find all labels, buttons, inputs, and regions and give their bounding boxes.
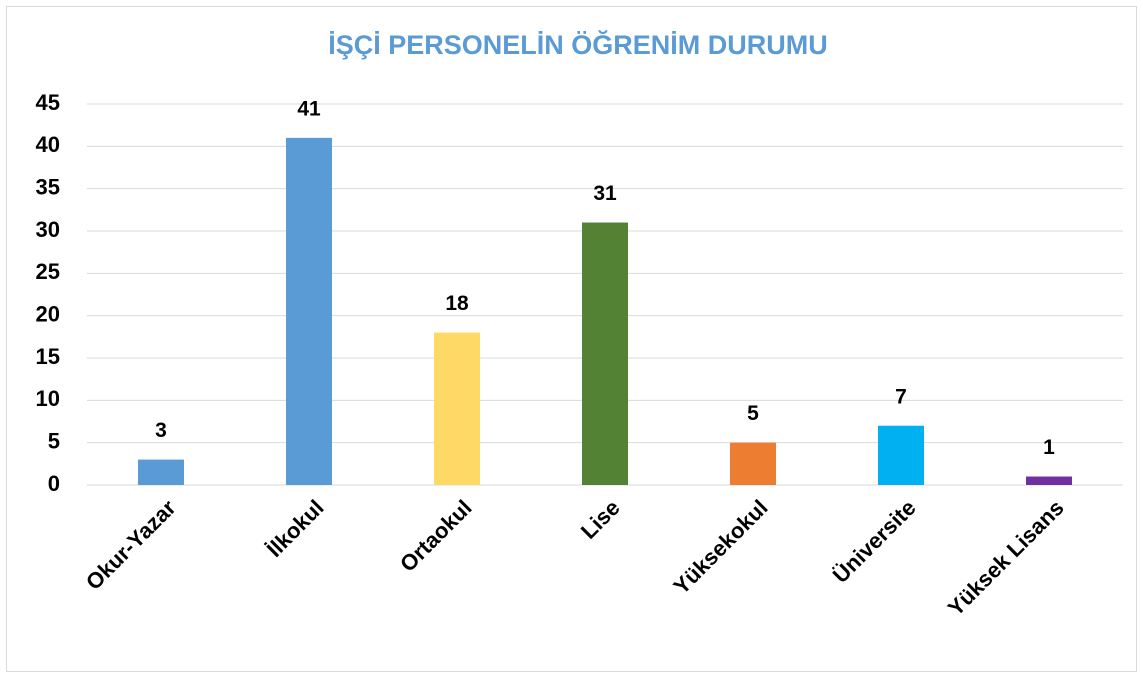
data-label: 7 xyxy=(895,385,907,408)
chart-title: İŞÇİ PERSONELİN ÖĞRENİM DURUMU xyxy=(328,29,828,60)
data-label: 31 xyxy=(593,182,617,205)
bar xyxy=(286,137,332,485)
data-label: 5 xyxy=(747,402,759,425)
bar xyxy=(434,332,480,485)
bar xyxy=(1026,476,1072,485)
bar xyxy=(138,459,184,485)
bar xyxy=(878,425,924,485)
bar xyxy=(582,222,628,486)
y-tick-label: 10 xyxy=(36,386,60,411)
y-tick-label: 25 xyxy=(36,259,60,284)
y-tick-label: 30 xyxy=(36,217,60,242)
y-tick-label: 5 xyxy=(48,428,60,453)
chart-border xyxy=(6,6,1137,672)
y-tick-label: 15 xyxy=(36,344,60,369)
bar xyxy=(730,442,776,485)
data-label: 3 xyxy=(155,419,167,442)
data-label: 41 xyxy=(297,97,321,120)
data-label: 1 xyxy=(1043,436,1055,459)
y-tick-label: 0 xyxy=(48,471,60,496)
y-tick-label: 40 xyxy=(36,132,60,157)
y-tick-label: 45 xyxy=(36,90,60,115)
y-tick-label: 20 xyxy=(36,301,60,326)
y-tick-label: 35 xyxy=(36,174,60,199)
data-label: 18 xyxy=(445,292,469,315)
